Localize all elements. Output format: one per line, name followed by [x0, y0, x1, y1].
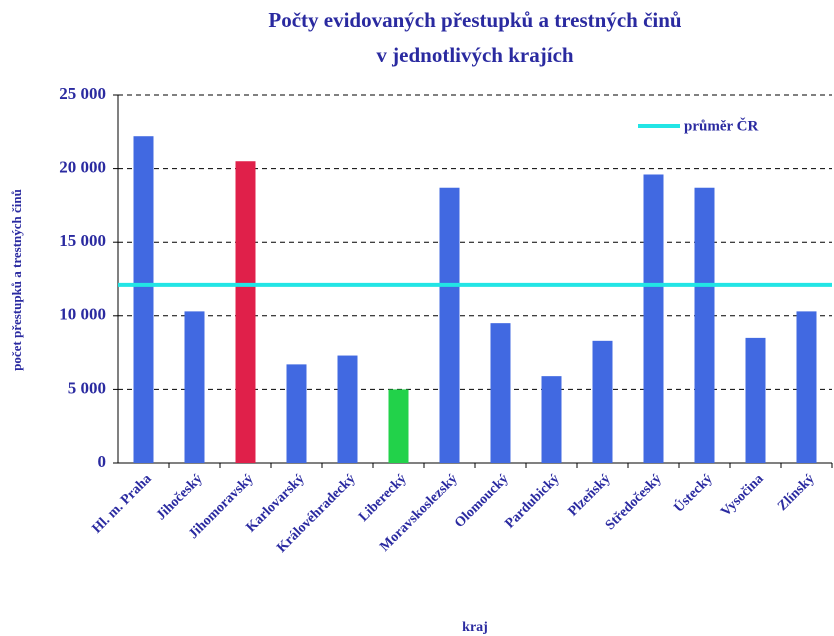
bar — [694, 187, 715, 463]
bar — [490, 323, 511, 463]
x-tick-label: Vysočina — [718, 471, 766, 519]
x-tick-label: Plzeňský — [566, 471, 614, 519]
bar — [643, 174, 664, 463]
bar — [745, 337, 766, 463]
y-axis-label: počet přestupků a trestných činů — [9, 189, 24, 371]
y-tick-label: 15 000 — [59, 231, 106, 250]
y-tick-label: 0 — [98, 452, 107, 471]
bar — [337, 355, 358, 463]
x-tick-label: Liberecký — [356, 471, 409, 524]
bar — [796, 311, 817, 463]
bar — [286, 364, 307, 463]
x-tick-label: Zlínský — [775, 471, 818, 514]
bar — [235, 161, 256, 464]
x-tick-label: Hl. m. Praha — [90, 471, 155, 536]
bar — [541, 376, 562, 463]
x-tick-label: Pardubický — [502, 471, 562, 531]
x-tick-label: Ústecký — [670, 470, 716, 516]
y-tick-label: 25 000 — [59, 84, 106, 103]
x-tick-label: Jihočeský — [154, 471, 206, 523]
chart-title: v jednotlivých krajích — [376, 43, 573, 67]
y-tick-label: 20 000 — [59, 158, 106, 177]
bar — [439, 187, 460, 463]
chart-title: Počty evidovaných přestupků a trestných … — [268, 8, 682, 32]
x-axis-label: kraj — [462, 620, 488, 635]
legend-label: průměr ČR — [684, 117, 758, 134]
y-tick-label: 5 000 — [68, 378, 106, 397]
bar — [184, 311, 205, 463]
bar — [388, 389, 409, 463]
bar — [592, 340, 613, 463]
bar — [133, 136, 154, 463]
y-tick-label: 10 000 — [59, 305, 106, 324]
